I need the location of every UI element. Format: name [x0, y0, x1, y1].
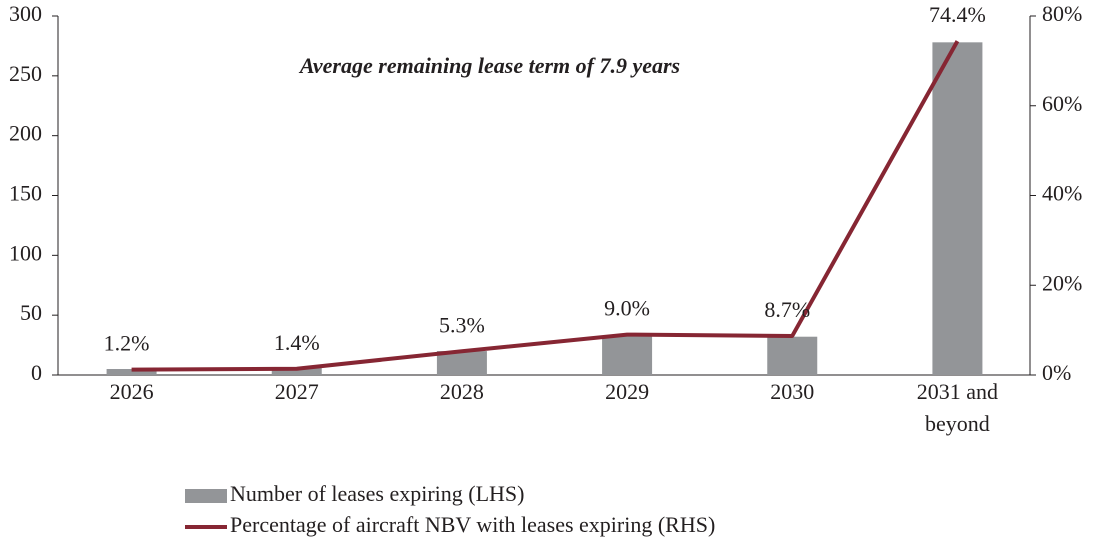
y-tick-label: 0 — [31, 360, 42, 385]
y2-tick-label: 80% — [1042, 1, 1082, 26]
bar — [271, 367, 322, 375]
bar — [932, 42, 983, 376]
data-label: 8.7% — [764, 297, 810, 322]
x-tick-label: 2026 — [110, 379, 154, 404]
y-tick-label: 250 — [9, 61, 42, 86]
y-tick-label: 50 — [20, 300, 42, 325]
data-label: 5.3% — [439, 312, 485, 337]
x-tick-label: 2029 — [605, 379, 649, 404]
x-tick-label: 2028 — [440, 379, 484, 404]
data-label: 9.0% — [604, 296, 650, 321]
data-label: 74.4% — [929, 2, 986, 27]
legend-label: Number of leases expiring (LHS) — [230, 481, 524, 506]
annotation: Average remaining lease term of 7.9 year… — [298, 53, 680, 78]
bar — [436, 351, 487, 375]
line — [131, 40, 960, 372]
x-tick-label: 2031 and beyond — [917, 379, 998, 436]
y2-tick-label: 60% — [1042, 91, 1082, 116]
y-tick-label: 300 — [9, 1, 42, 26]
y2-tick-label: 0% — [1042, 360, 1071, 385]
x-tick-label: 2030 — [770, 379, 814, 404]
x-tick-label: 2027 — [275, 379, 319, 404]
bar — [767, 336, 818, 375]
data-label: 1.2% — [104, 331, 150, 356]
y2-tick-label: 20% — [1042, 270, 1082, 295]
bar — [602, 335, 653, 375]
legend-swatch — [185, 489, 227, 503]
y2-tick-label: 40% — [1042, 181, 1082, 206]
legend-label: Percentage of aircraft NBV with leases e… — [230, 512, 715, 537]
y-tick-label: 150 — [9, 181, 42, 206]
y-tick-label: 100 — [9, 240, 42, 265]
bar — [106, 369, 157, 375]
y-tick-label: 200 — [9, 121, 42, 146]
data-label: 1.4% — [274, 330, 320, 355]
